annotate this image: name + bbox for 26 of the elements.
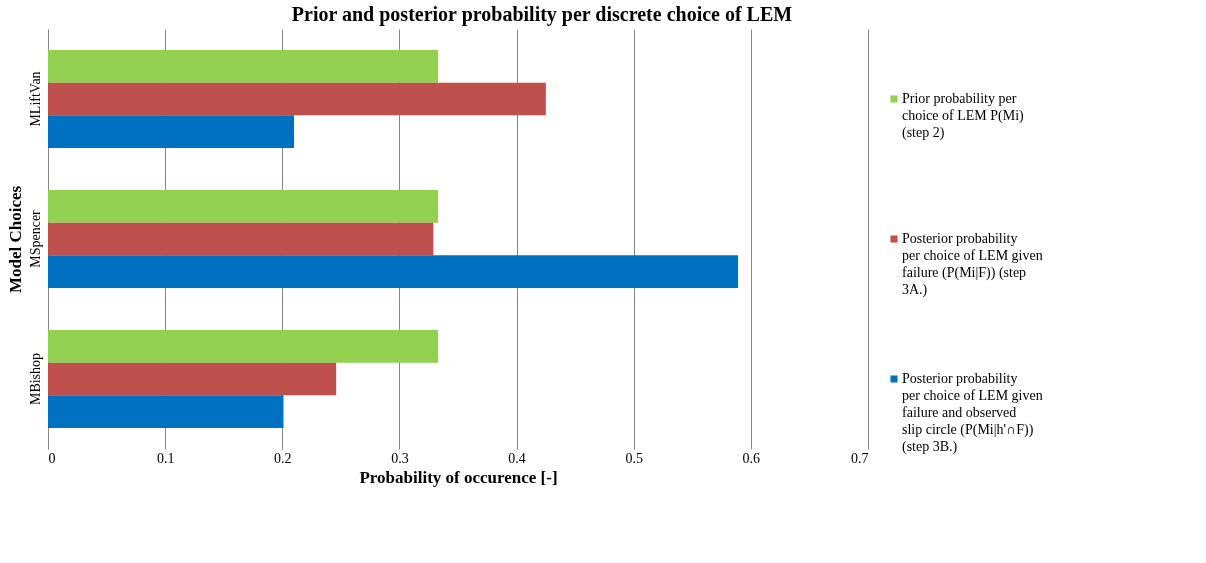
bar [48, 82, 546, 116]
y-tick-label: MSpencer [27, 209, 43, 268]
x-tick-label: 0.1 [156, 450, 175, 466]
x-tick-label: 0.5 [625, 450, 643, 466]
bar [48, 255, 738, 288]
x-tick-label: 0.7 [851, 450, 869, 466]
bar [48, 395, 284, 428]
bar [48, 362, 337, 396]
legend-label: Prior probability per choice of LEM P(Mi) (step 2) [902, 91, 1025, 141]
x-tick-label: 0 [48, 450, 56, 466]
bar [48, 115, 294, 148]
legend-label: Posterior probability per choice of LEM given failure (P(Mi|F)) (step 3A.) [902, 231, 1043, 298]
x-tick-label: 0.4 [508, 450, 526, 466]
x-tick-label: 0.2 [274, 450, 292, 466]
chart-title: Prior and posterior probability per discrete choice of LEM [291, 3, 793, 26]
bar [48, 222, 434, 256]
legend-label: Posterior probability per choice of LEM given failure and observed slip circle (P(Mi|h'∩F)) (step 3B.) [902, 371, 1043, 455]
bar [48, 50, 439, 83]
x-axis-title: Probability of occurence [-] [359, 467, 558, 487]
bar [48, 190, 439, 223]
x-tick-label: 0.3 [391, 450, 409, 466]
y-axis-title: Model Choices [5, 185, 25, 294]
y-tick-label: MLiftVan [27, 71, 43, 127]
bar [48, 330, 439, 363]
y-tick-label: MBishop [27, 352, 43, 406]
x-tick-label: 0.6 [742, 450, 761, 466]
